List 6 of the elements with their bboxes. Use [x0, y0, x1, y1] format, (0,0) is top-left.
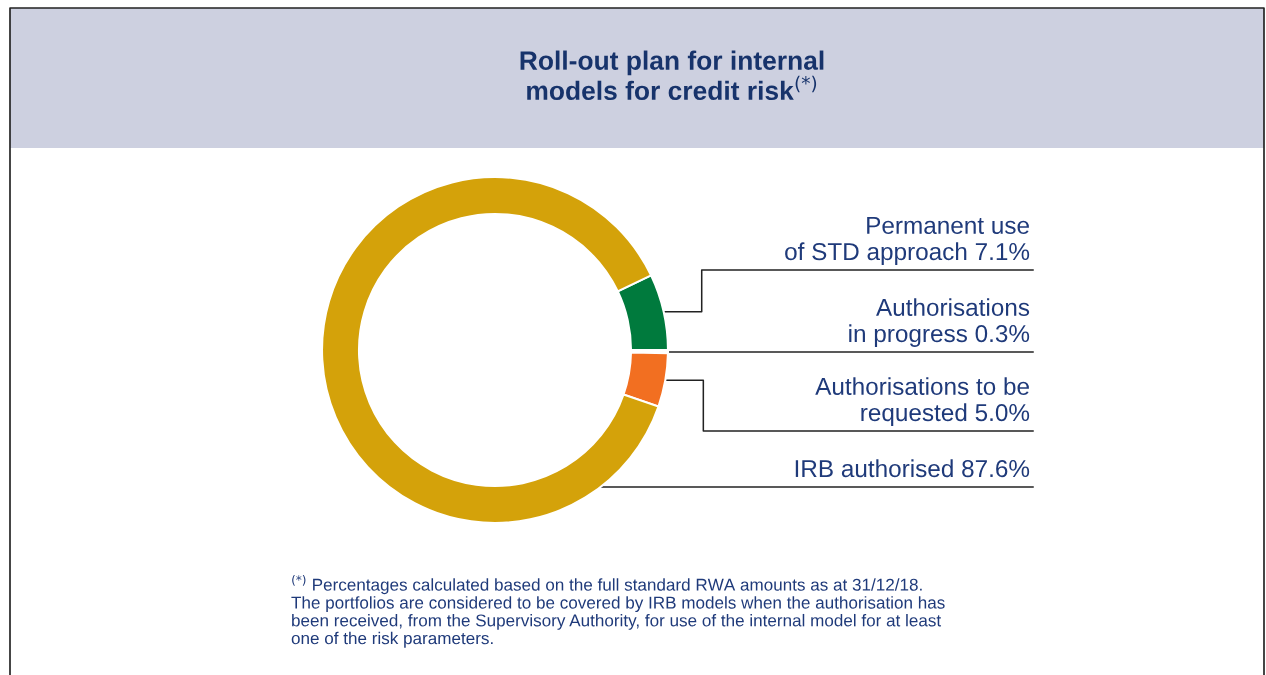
slice-label: Permanent use of STD approach 7.1%: [785, 217, 1030, 265]
slice-label: Authorisations in progress 0.3%: [849, 298, 1030, 347]
slice-label: Authorisations to be requested 5.0%: [815, 377, 1030, 426]
slice-label: IRB authorised 87.6%: [795, 459, 1030, 478]
chart-title: Roll-out plan for internal models for credit risk$^{(*)}$: [520, 50, 824, 101]
text: $^{(*)}$ Percentages calculated based on the full standard RWA amounts as at 31/12/18. The portfolios are considered to be covered by IRB models when the authorisation has been received, from the Supervisory Authority, for use of the internal model for at least one of the risk parameters.: [291, 575, 945, 648]
